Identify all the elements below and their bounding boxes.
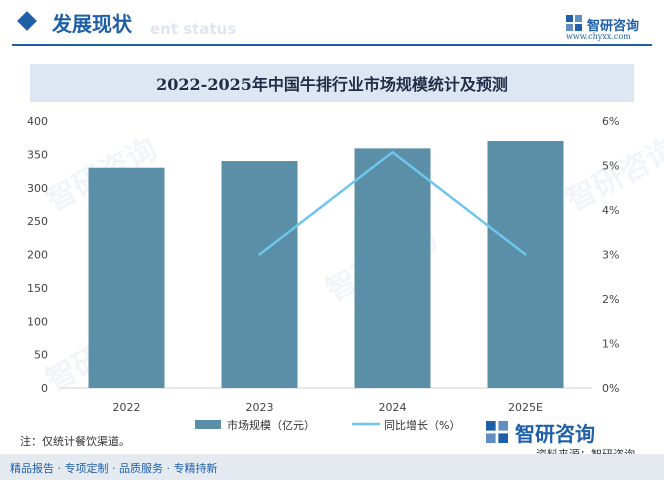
page-subtitle-ghost: ent status	[150, 20, 237, 38]
legend-label-bar: 市场规模（亿元）	[227, 418, 315, 432]
y-right-tick-label: 5%	[602, 160, 619, 173]
footer-services: 精品报告 · 专项定制 · 品质服务 · 专精持新	[10, 462, 218, 475]
y-left-tick-label: 150	[27, 282, 48, 295]
x-tick-label: 2022	[113, 401, 141, 414]
page-title: 发展现状	[52, 12, 132, 36]
chart-note: 注：仅统计餐饮渠道。	[20, 435, 130, 448]
footer-bar: 精品报告 · 专项定制 · 品质服务 · 专精持新	[0, 454, 664, 480]
y-left-tick-label: 200	[27, 249, 48, 262]
chart-title-banner: 2022-2025年中国牛排行业市场规模统计及预测	[30, 64, 634, 102]
y-left-tick-label: 350	[27, 148, 48, 161]
page-header: 发展现状 ent status	[0, 0, 664, 50]
logo-icon	[486, 421, 508, 443]
x-tick-label: 2024	[379, 401, 407, 414]
growth-point	[524, 253, 527, 256]
logo-icon	[566, 15, 582, 31]
y-left-tick-label: 250	[27, 215, 48, 228]
y-left-tick-label: 0	[41, 382, 48, 395]
y-right-tick-label: 1%	[602, 338, 619, 351]
brand-website: www.chyxx.com	[566, 32, 631, 41]
bar	[88, 167, 165, 388]
brand-name-large: 智研咨询	[515, 422, 595, 446]
y-left-tick-label: 300	[27, 182, 48, 195]
y-right-tick-label: 2%	[602, 293, 619, 306]
y-right-tick-label: 6%	[602, 115, 619, 128]
y-left-tick-label: 50	[34, 349, 48, 362]
growth-point	[258, 253, 261, 256]
legend-label-line: 同比增长（%）	[384, 418, 460, 432]
diamond-icon	[17, 11, 37, 31]
y-right-tick-label: 0%	[602, 382, 619, 395]
bar	[221, 161, 298, 388]
y-right-tick-label: 4%	[602, 204, 619, 217]
header-rule	[12, 44, 652, 46]
y-left-tick-label: 100	[27, 315, 48, 328]
x-tick-label: 2023	[246, 401, 274, 414]
x-tick-label: 2025E	[508, 401, 543, 414]
y-right-tick-label: 3%	[602, 249, 619, 262]
brand-name: 智研咨询	[587, 19, 640, 34]
y-left-tick-label: 400	[27, 115, 48, 128]
bar	[487, 141, 564, 388]
bar	[354, 148, 431, 388]
chart: 0 50 100 150 200 250 300 350 400 0% 1% 2% 3% 4% 5% 6% 20…	[27, 115, 619, 432]
growth-point	[391, 150, 394, 154]
legend-swatch-bar	[195, 420, 221, 429]
chart-title: 2022-2025年中国牛排行业市场规模统计及预测	[156, 75, 508, 94]
